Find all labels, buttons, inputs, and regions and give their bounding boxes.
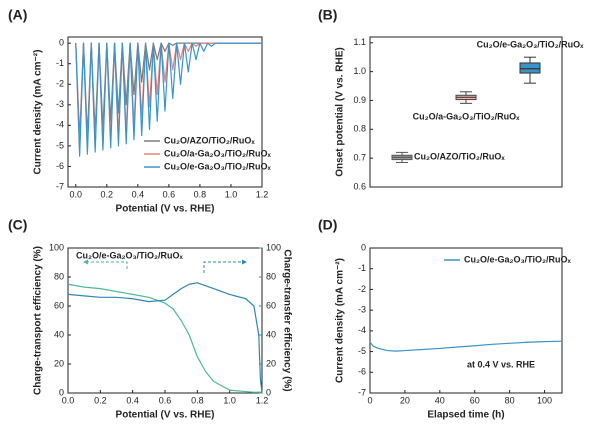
panel-label: (B) [318,7,337,23]
x-tick-label: 0.6 [159,395,172,405]
y-tick-label: 0.7 [353,153,366,163]
x-tick-label: 60 [470,395,480,405]
x-tick-label: 1.2 [256,395,269,405]
y-tick-label: 1.1 [353,37,366,47]
x-axis-label: Potential (V vs. RHE) [116,410,215,421]
y2-tick-label: 20 [266,358,276,368]
y-tick-label: -2 [358,284,366,294]
y-tick-label: -7 [358,387,366,397]
annotation: at 0.4 V vs. RHE [467,359,535,369]
category-label: Cu₂O/a-Ga₂O₃/TiO₂/RuOₓ [413,112,521,122]
y-tick-label: -7 [56,181,64,191]
x-tick-label: 1.0 [225,189,238,199]
y-tick-label: -6 [56,161,64,171]
y-tick-label: -2 [56,79,64,89]
x-tick-label: 40 [435,395,445,405]
plot-frame [67,247,263,394]
x-axis-label: Potential (V vs. RHE) [116,204,215,215]
plot-frame [369,247,563,394]
y-tick-label: 0.9 [353,95,366,105]
y2-tick-label: 40 [266,329,276,339]
y-axis-label: Current density (mA cm⁻²) [33,50,44,175]
plot-frame [369,36,563,188]
y-axis-label: Current density (mA cm⁻²) [335,258,346,383]
legend-label: Cu₂O/e-Ga₂O₃/TiO₂/RuOₓ [164,161,272,171]
x-tick-label: 20 [400,395,410,405]
y2-tick-label: 0 [266,387,271,397]
x-tick-label: 0.0 [62,395,75,405]
plot-frame [67,36,263,188]
y-axis-label: Charge-transport efficiency (%) [33,246,44,395]
x-tick-label: 0.0 [70,189,83,199]
category-label: Cu₂O/AZO/TiO₂/RuOₓ [414,152,505,162]
y-tick-label: -6 [358,367,366,377]
arrow-left [83,259,128,269]
y-tick-label: 0.6 [353,181,366,191]
y-tick-label: -4 [56,120,64,130]
arrow-right [203,259,247,273]
series-line [67,283,262,393]
y-tick-label: 0 [59,387,64,397]
panel-label: (C) [8,217,27,233]
legend-label: Cu₂O/e-Ga₂O₃/TiO₂/RuOₓ [464,254,572,264]
y-tick-label: 80 [54,271,64,281]
category-label: Cu₂O/e-Ga₂O₃/TiO₂/RuOₓ [477,40,585,50]
y-tick-label: 100 [49,242,64,252]
y-tick-label: -1 [56,58,64,68]
y-tick-label: 20 [54,358,64,368]
legend-label: Cu₂O/a-Ga₂O₃/TiO₂/RuOₓ [164,148,272,158]
y2-tick-label: 80 [266,271,276,281]
x-tick-label: 80 [505,395,515,405]
y2-tick-label: 60 [266,300,276,310]
y-tick-label: -5 [56,140,64,150]
x-tick-label: 0.6 [163,189,176,199]
x-tick-label: 1.0 [223,395,236,405]
series-line [75,42,262,157]
annotation: Cu₂O/e-Ga₂O₃/TiO₂/RuOₓ [76,250,184,260]
x-tick-label: 0.2 [101,189,114,199]
y2-tick-label: 100 [266,242,281,252]
legend-label: Cu₂O/AZO/TiO₂/RuOₓ [164,135,255,145]
panel-label: (D) [318,217,337,233]
x-tick-label: 0.4 [126,395,139,405]
series-line [67,282,263,394]
y-tick-label: 0.8 [353,124,366,134]
x-tick-label: 0.2 [94,395,107,405]
panel-label: (A) [8,7,27,23]
x-tick-label: 100 [537,395,552,405]
y2-axis-label: Charge-transfer efficiency (%) [281,249,292,391]
y-tick-label: -1 [358,263,366,273]
y-tick-label: 40 [54,329,64,339]
x-tick-label: 0.8 [194,189,207,199]
y-tick-label: 1.0 [353,66,366,76]
series-line [369,340,563,352]
y-tick-label: -3 [56,99,64,109]
x-tick-label: 0.4 [132,189,145,199]
x-tick-label: 0 [367,395,372,405]
x-axis-label: Elapsed time (h) [427,410,504,421]
y-axis-label: Onset potential (V vs. RHE) [335,47,346,176]
y-tick-label: -3 [358,305,366,315]
y-tick-label: -4 [358,325,366,335]
y-tick-label: 0 [59,38,64,48]
box-body [519,62,541,74]
y-tick-label: 0 [361,242,366,252]
y-tick-label: -5 [358,346,366,356]
y-tick-label: 60 [54,300,64,310]
x-tick-label: 1.2 [256,189,269,199]
x-tick-label: 0.8 [191,395,204,405]
